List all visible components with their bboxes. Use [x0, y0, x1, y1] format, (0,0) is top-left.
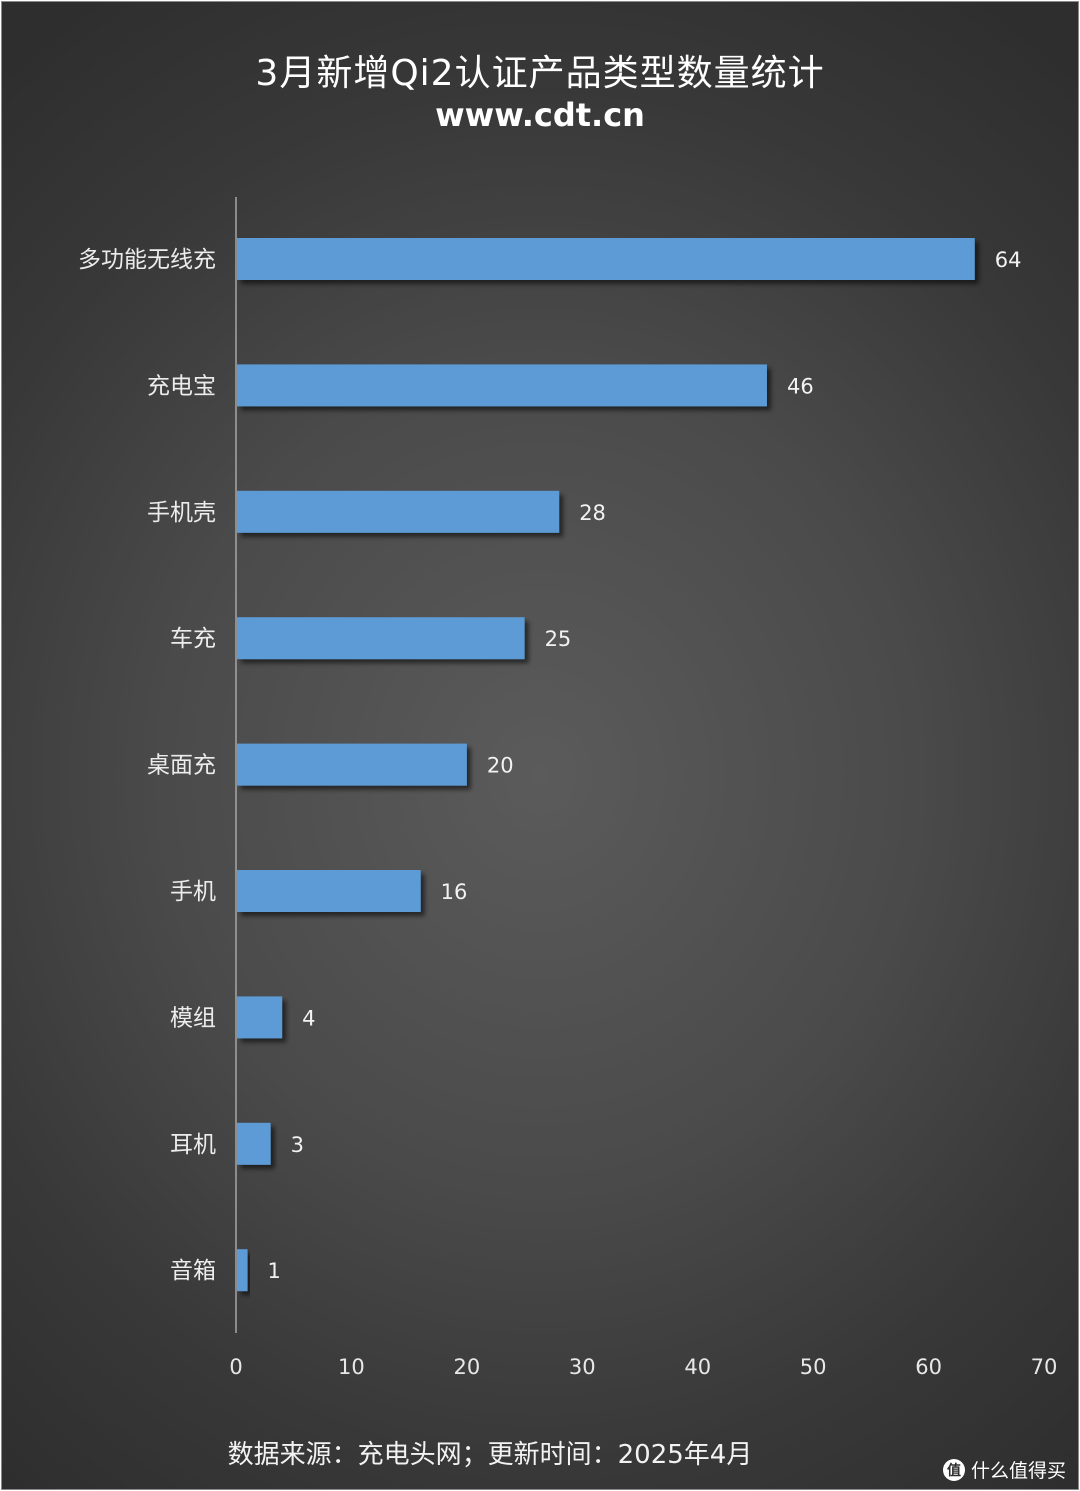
category-label: 桌面充: [147, 753, 216, 779]
x-tick-label: 20: [453, 1355, 480, 1379]
bar-1: [237, 364, 767, 407]
data-label: 16: [441, 880, 468, 904]
bar-5: [237, 870, 421, 912]
data-label: 46: [787, 374, 814, 398]
category-label: 充电宝: [147, 373, 216, 399]
chart-subtitle: www.cdt.cn: [435, 96, 645, 134]
data-source-note: 数据来源：充电头网；更新时间：2025年4月: [227, 1440, 753, 1470]
category-label: 音箱: [170, 1258, 216, 1284]
x-tick-label: 30: [569, 1355, 596, 1379]
category-label: 车充: [170, 626, 216, 652]
bar-0: [237, 238, 975, 280]
x-tick-label: 60: [915, 1355, 942, 1379]
data-label: 3: [291, 1133, 304, 1157]
data-label: 4: [302, 1006, 315, 1030]
x-tick-label: 10: [338, 1355, 365, 1379]
category-label: 模组: [170, 1005, 216, 1031]
category-label: 耳机: [170, 1132, 216, 1158]
x-tick-label: 70: [1031, 1355, 1058, 1379]
bar-3: [237, 617, 525, 660]
bar-4: [237, 743, 467, 786]
x-tick-label: 0: [229, 1355, 242, 1379]
category-label: 手机壳: [147, 500, 216, 526]
bar-6: [237, 996, 283, 1039]
bar-2: [237, 490, 560, 533]
watermark-text: 什么值得买: [970, 1460, 1066, 1482]
site-watermark: 值 什么值得买: [942, 1456, 1066, 1483]
smzdm-logo-icon: 值: [942, 1458, 965, 1481]
category-label: 手机: [170, 879, 216, 905]
x-tick-label: 40: [684, 1355, 711, 1379]
category-label: 多功能无线充: [78, 247, 216, 273]
x-tick-label: 50: [800, 1355, 827, 1379]
bar-7: [237, 1122, 271, 1165]
data-label: 28: [579, 501, 606, 525]
data-label: 64: [995, 248, 1022, 272]
bar-8: [237, 1249, 248, 1292]
data-label: 25: [545, 627, 572, 651]
chart-title: 3月新增Qi2认证产品类型数量统计: [255, 53, 825, 94]
data-label: 1: [268, 1259, 281, 1283]
data-label: 20: [487, 754, 514, 778]
